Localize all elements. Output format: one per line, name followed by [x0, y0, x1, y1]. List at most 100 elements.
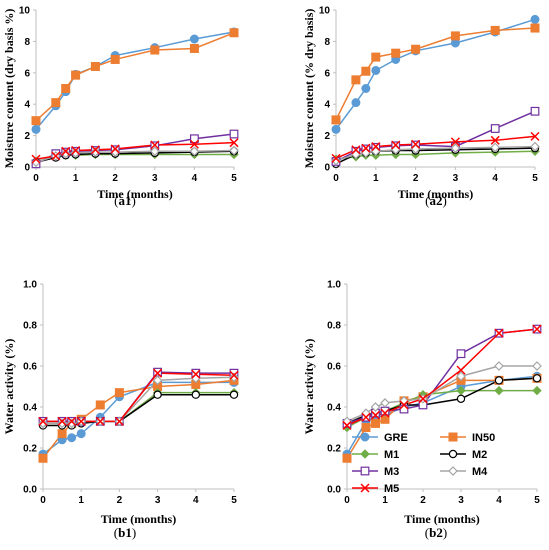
marker-m3-8 [229, 129, 239, 139]
x-tick-label: 0 [40, 495, 46, 506]
y-axis-title: Water activity (%) [302, 339, 316, 435]
marker-legend-m2-0 [448, 449, 458, 459]
legend-label: IN50 [472, 432, 495, 444]
marker-m2-7 [191, 390, 200, 399]
marker-m3-8 [530, 106, 540, 116]
x-tick-label: 2 [413, 173, 419, 184]
marker-m2-6 [456, 394, 466, 403]
marker-in50-0 [342, 453, 352, 463]
marker-m5-1 [51, 151, 61, 161]
series-line-gre [35, 31, 235, 130]
panel-a2: 0 2 4 6 8 10 0 1 2 3 4 5 Time (months) Moisture conte… [302, 6, 540, 208]
x-tick-label: 4 [193, 495, 199, 506]
marker-m5-7 [490, 135, 500, 145]
marker-m5-5 [110, 144, 120, 154]
x-axis-title: Time (months) [97, 187, 172, 201]
marker-m5-3 [71, 145, 81, 156]
marker-m5-2 [361, 143, 371, 153]
marker-legend-m5-0 [360, 483, 370, 493]
y-tick-label: 6 [24, 68, 30, 79]
marker-gre-3 [76, 429, 86, 439]
marker-m4-8 [229, 145, 239, 156]
marker-gre-2 [361, 84, 371, 93]
series-line-m5 [43, 372, 235, 423]
y-axis-title: Water activity (%) [2, 339, 16, 435]
y-tick-label: 0.6 [327, 362, 341, 373]
marker-m5-6 [450, 137, 460, 147]
legend-item-m3: M3 [352, 466, 399, 478]
y-tick-label: 2 [324, 131, 330, 142]
legend-item-m4: M4 [440, 466, 488, 478]
x-tick-label: 0 [33, 173, 39, 184]
legend-label: M1 [384, 449, 399, 461]
y-axis-title: Moisture content (% dry basis) [302, 9, 316, 169]
legend-item-m5: M5 [352, 483, 399, 495]
marker-in50-6 [150, 45, 160, 55]
marker-m5-4 [95, 416, 105, 426]
marker-in50-1 [361, 423, 371, 432]
marker-m5-8 [532, 324, 542, 334]
marker-in50-0 [331, 115, 341, 125]
marker-legend-gre-0 [360, 432, 370, 442]
marker-gre-7 [189, 34, 199, 44]
y-tick-label: 1.0 [23, 280, 37, 291]
marker-m5-3 [380, 408, 390, 418]
marker-m5-7 [189, 139, 199, 149]
marker-in50-5 [110, 54, 120, 64]
x-tick-label: 4 [192, 173, 198, 184]
marker-m5-0 [31, 154, 41, 164]
marker-m5-6 [153, 368, 163, 378]
marker-m5-1 [57, 416, 67, 426]
panel-b2: 0.0 0.2 0.4 0.6 0.8 1.0 0 1 2 3 4 5 Time (months) Wat… [302, 280, 542, 540]
marker-gre-0 [31, 124, 41, 134]
marker-m4-6 [149, 146, 160, 157]
y-tick-label: 0.0 [23, 485, 37, 496]
marker-m3-7 [490, 124, 500, 133]
y-tick-label: 0 [324, 163, 330, 174]
marker-m5-7 [191, 369, 201, 379]
marker-in50-0 [31, 116, 41, 126]
marker-m4-2 [370, 402, 381, 412]
legend-label: M4 [472, 466, 488, 478]
x-tick-label: 4 [496, 495, 502, 506]
marker-in50-3 [71, 70, 81, 80]
x-tick-label: 5 [534, 495, 540, 506]
marker-in50-5 [411, 44, 421, 54]
panel-label: (b2) [425, 525, 447, 540]
marker-in50-1 [57, 429, 67, 439]
y-tick-label: 0.8 [327, 321, 341, 332]
marker-m4-2 [66, 418, 77, 429]
x-tick-label: 5 [231, 173, 237, 184]
legend-label: M5 [384, 483, 399, 495]
panel-a1: 0 2 4 6 8 10 0 1 2 3 4 5 Time (months) Moisture conte… [2, 6, 239, 208]
marker-m4-6 [450, 143, 461, 154]
x-tick-label: 0 [333, 173, 339, 184]
marker-m5-4 [90, 145, 100, 155]
x-tick-label: 3 [155, 495, 161, 506]
marker-m5-8 [229, 370, 239, 380]
marker-m4-7 [490, 142, 501, 153]
panel-label: (a1) [114, 193, 136, 208]
marker-m5-3 [371, 142, 381, 152]
legend-item-m1: M1 [352, 449, 399, 461]
marker-in50-1 [351, 75, 361, 85]
marker-m5-0 [331, 153, 341, 163]
marker-gre-3 [371, 65, 381, 75]
marker-m5-2 [370, 410, 381, 420]
legend-label: M2 [472, 449, 487, 461]
marker-m2-8 [229, 390, 239, 399]
marker-in50-3 [371, 52, 381, 62]
marker-in50-0 [38, 453, 48, 463]
marker-m4-7 [189, 146, 200, 157]
marker-legend-in50-0 [448, 432, 458, 442]
x-tick-label: 1 [382, 495, 388, 506]
marker-in50-8 [229, 28, 239, 38]
marker-m5-2 [67, 416, 77, 426]
marker-m3-4 [399, 404, 409, 414]
y-tick-label: 6 [324, 68, 330, 79]
marker-gre-1 [351, 98, 361, 108]
marker-in50-7 [490, 25, 500, 35]
marker-legend-m3-0 [360, 466, 370, 476]
marker-m4-1 [57, 418, 67, 429]
